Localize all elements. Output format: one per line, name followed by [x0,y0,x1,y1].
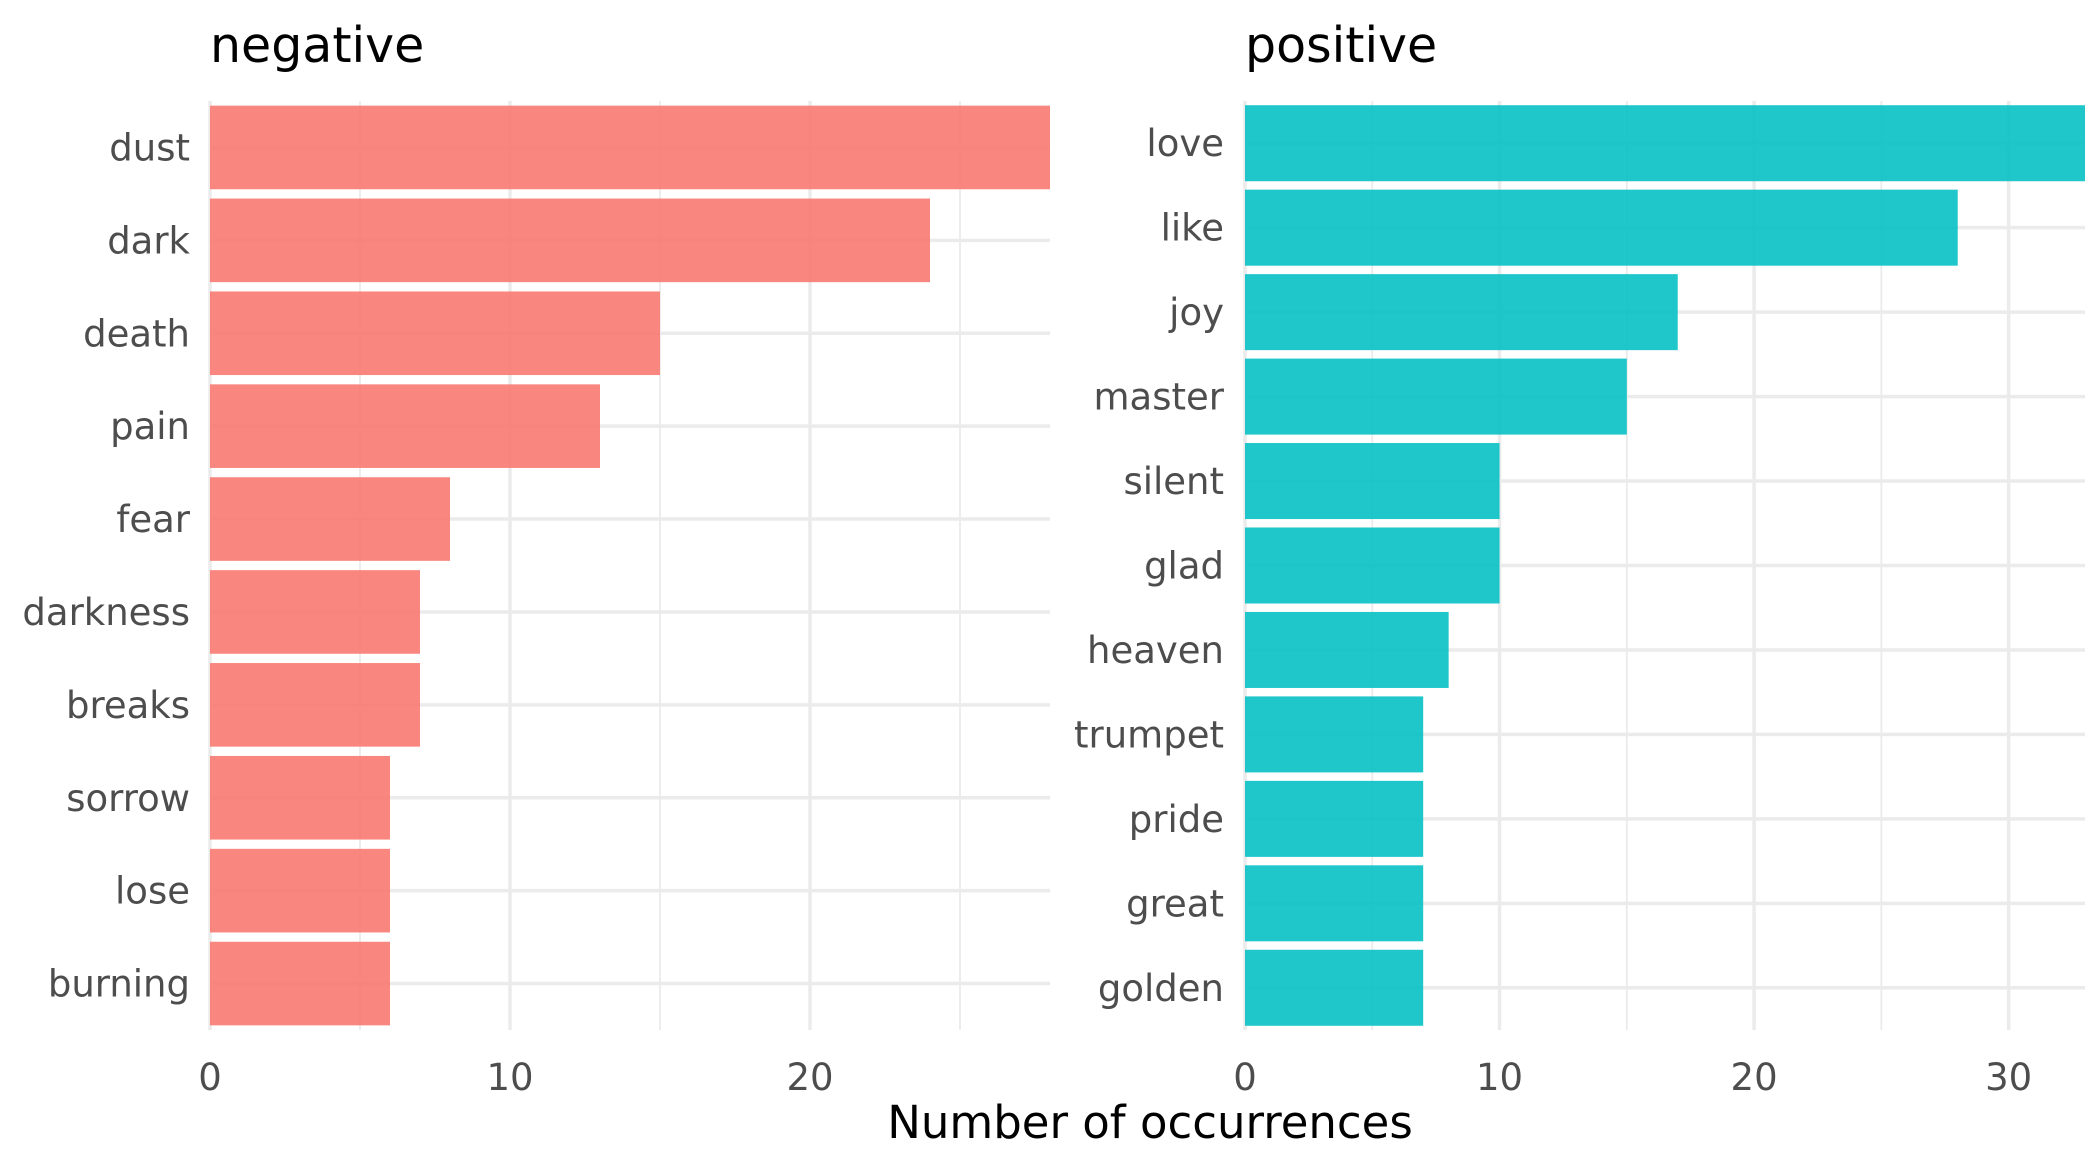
bar-pride [1245,780,1424,857]
bar-silent [1245,443,1500,520]
bar-fear [210,477,450,561]
bar-dark [210,198,930,283]
category-label-death: death [83,312,190,355]
panel-negative: dust dark death pain fear darkness breaks sorro… [22,17,1050,1099]
category-label-like: like [1161,207,1224,250]
x-tick-label: 10 [1476,1056,1523,1099]
bar-sorrow [210,755,390,840]
x-tick-label: 20 [1731,1056,1778,1099]
bar-lose [210,848,390,933]
panel-title: negative [210,17,424,74]
x-tick-label: 30 [1985,1056,2032,1099]
category-label-pride: pride [1129,798,1224,841]
category-label-darkness: darkness [22,591,190,634]
bar-trumpet [1245,696,1424,773]
x-axis-title: Number of occurrences [887,1096,1413,1149]
bar-death [210,291,660,376]
x-tick-label: 0 [198,1056,222,1099]
category-label-joy: joy [1168,291,1224,334]
x-tick-label: 20 [786,1056,833,1099]
bar-like [1245,189,1958,266]
category-label-dust: dust [109,126,190,169]
category-label-glad: glad [1144,545,1224,588]
bar-glad [1245,527,1500,604]
category-label-heaven: heaven [1087,629,1224,672]
bar-darkness [210,570,420,654]
bar-dust [210,105,1050,190]
bar-pain [210,384,600,468]
bar-master [1245,358,1627,435]
category-label-trumpet: trumpet [1074,713,1224,756]
category-label-dark: dark [107,219,190,262]
panel-title: positive [1245,17,1437,74]
category-label-golden: golden [1098,967,1224,1010]
bar-joy [1245,274,1678,351]
category-label-silent: silent [1123,460,1224,503]
x-tick-label: 0 [1233,1056,1257,1099]
bar-burning [210,941,390,1026]
bar-breaks [210,663,420,747]
panel-positive: love like joy master silent glad heaven trumpet… [1074,17,2085,1099]
bar-great [1245,865,1424,942]
category-label-breaks: breaks [66,684,190,727]
bar-heaven [1245,611,1449,688]
x-tick-label: 10 [486,1056,533,1099]
category-label-great: great [1126,882,1224,925]
bar-love [1245,105,2085,182]
category-label-master: master [1094,376,1225,419]
category-label-fear: fear [116,498,190,541]
category-label-burning: burning [48,963,190,1006]
category-label-sorrow: sorrow [66,777,190,820]
category-label-love: love [1146,122,1224,165]
category-label-lose: lose [115,870,190,913]
category-label-pain: pain [110,405,190,448]
bar-golden [1245,949,1424,1026]
